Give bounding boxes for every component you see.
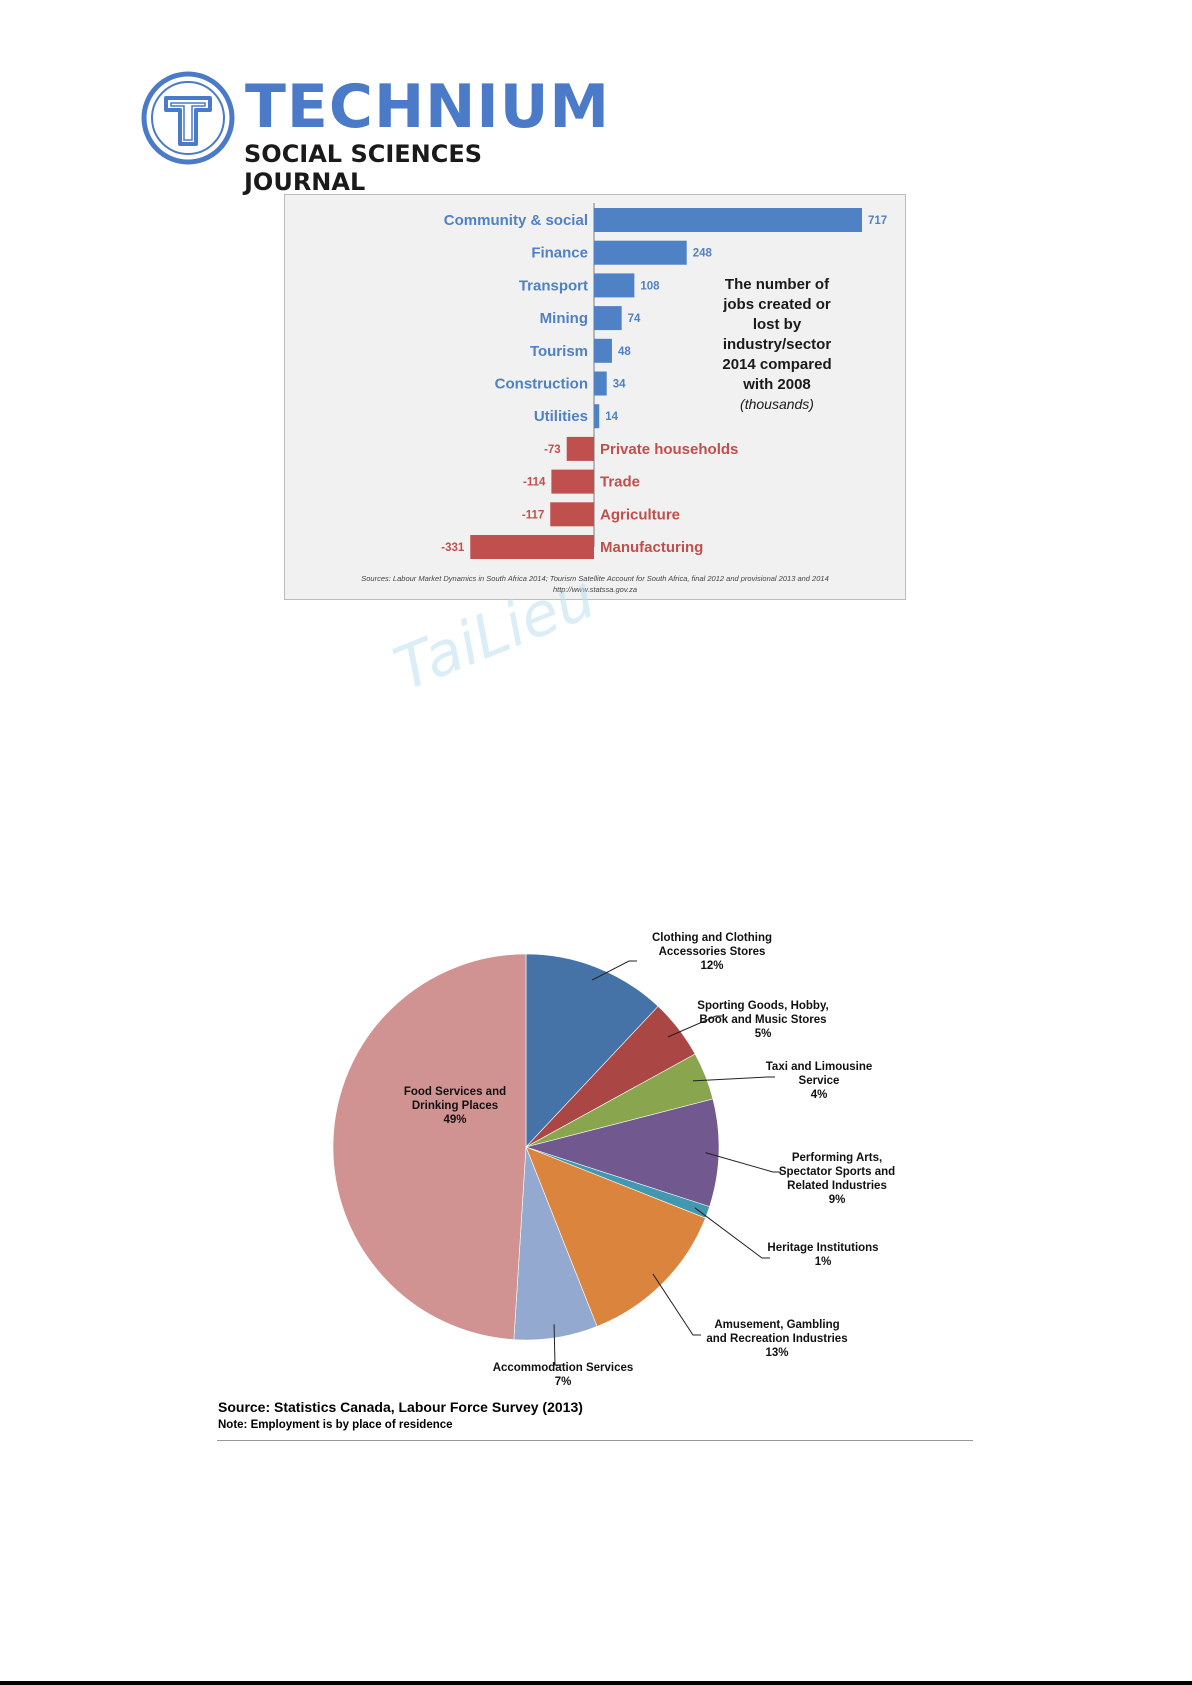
bar-chart-source: Sources: Labour Market Dynamics in South…: [361, 574, 829, 583]
bar-value-label: -331: [441, 542, 465, 554]
journal-logo: TECHNIUM SOCIAL SCIENCES JOURNAL: [140, 70, 609, 196]
bar-category-label: Manufacturing: [600, 539, 703, 556]
bar-category-label: Community & social: [444, 212, 588, 229]
bar-value-label: 717: [868, 215, 887, 227]
pie-label-heritage-institutions: Heritage Institutions 1%: [767, 1242, 878, 1268]
pie-leader-line: [694, 1207, 770, 1259]
pie-leader-line: [591, 960, 637, 981]
bar-category-label: Private households: [600, 441, 738, 458]
bar-category-label: Agriculture: [600, 506, 680, 523]
bar-agriculture: [550, 502, 594, 527]
pie-leader-line: [705, 1152, 781, 1173]
pie-chart-source: Source: Statistics Canada, Labour Force …: [218, 1399, 583, 1415]
bar-category-label: Mining: [540, 310, 588, 327]
pie-label-clothing-and-clothing-accessories-stores: Clothing and Clothing Accessories Stores 1…: [652, 932, 772, 972]
pie-chart-note: Note: Employment is by place of residenc…: [218, 1419, 453, 1431]
logo-title: TECHNIUM: [245, 72, 611, 142]
bar-value-label: -73: [544, 444, 561, 456]
bar-trade: [551, 469, 594, 494]
bar-community-social: [594, 208, 862, 232]
bar-private-households: [566, 436, 594, 461]
pie-slice-food-services-and-drinking-places: [332, 953, 527, 1340]
bar-value-label: 74: [628, 313, 641, 325]
pie-slice-performing-arts-spectator-sports-and-related-industries: [524, 1098, 720, 1208]
pie-label-sporting-goods-hobby-book-and-music-stores: Sporting Goods, Hobby, Book and Music Sto…: [697, 1000, 828, 1040]
bar-value-label: 108: [640, 280, 660, 292]
bar-value-label: 34: [613, 379, 626, 391]
bar-value-label: -114: [523, 477, 546, 489]
page-bottom-border: [0, 1681, 1192, 1685]
bar-chart-figure: Community & social 717 Finance 248 Transport…: [284, 194, 906, 600]
pie-label-performing-arts-spectator-sports-and-related-industries: Performing Arts, Spectator Sports and Rela…: [779, 1152, 895, 1206]
bar-value-label: 48: [618, 346, 631, 358]
pie-chart: Clothing and Clothing Accessories Stores 1…: [218, 932, 895, 1431]
bar-chart: Community & social 717 Finance 248 Transport…: [361, 203, 887, 594]
bar-transport: [594, 273, 635, 298]
pie-leader-line: [692, 1076, 775, 1082]
bar-category-label: Utilities: [534, 408, 588, 425]
bar-category-label: Construction: [495, 376, 588, 393]
bar-category-label: Trade: [600, 474, 640, 491]
logo-subtitle: SOCIAL SCIENCES JOURNAL: [244, 140, 483, 196]
bar-mining: [594, 306, 622, 331]
pie-leader-line: [553, 1324, 563, 1366]
bar-chart-source-url: http://www.statssa.gov.za: [553, 585, 637, 594]
bar-category-label: Tourism: [530, 343, 588, 360]
bar-construction: [594, 371, 607, 396]
pie-slice-amusement-gambling-and-recreation-industries: [525, 1146, 706, 1327]
bar-value-label: -117: [522, 509, 544, 521]
bar-chart-units: (thousands): [740, 396, 814, 412]
logo-emblem-icon: [141, 71, 235, 165]
bar-manufacturing: [470, 535, 594, 559]
pie-slice-clothing-and-clothing-accessories-stores: [525, 953, 659, 1148]
pie-leader-line: [667, 1015, 724, 1038]
pie-label-amusement-gambling-and-recreation-industries: Amusement, Gambling and Recreation Indust…: [706, 1319, 847, 1359]
bar-value-label: 248: [693, 248, 713, 260]
bar-tourism: [594, 338, 612, 363]
bar-category-label: Finance: [531, 245, 588, 262]
pie-label-food-services-and-drinking-places: Food Services and Drinking Places 49%: [404, 1086, 506, 1126]
pie-label-accommodation-services: Accommodation Services 7%: [493, 1362, 634, 1388]
bar-category-label: Transport: [519, 277, 588, 294]
pie-label-taxi-and-limousine-service: Taxi and Limousine Service 4%: [766, 1061, 873, 1101]
bar-finance: [594, 240, 687, 265]
figure-divider: [217, 1440, 973, 1441]
bar-chart-title: The number of jobs created or lost by indus…: [722, 276, 831, 393]
pie-leader-line: [652, 1273, 701, 1336]
pie-chart-figure: Clothing and Clothing Accessories Stores 1…: [217, 915, 973, 1440]
bar-utilities: [594, 404, 600, 429]
bar-value-label: 14: [605, 411, 618, 423]
